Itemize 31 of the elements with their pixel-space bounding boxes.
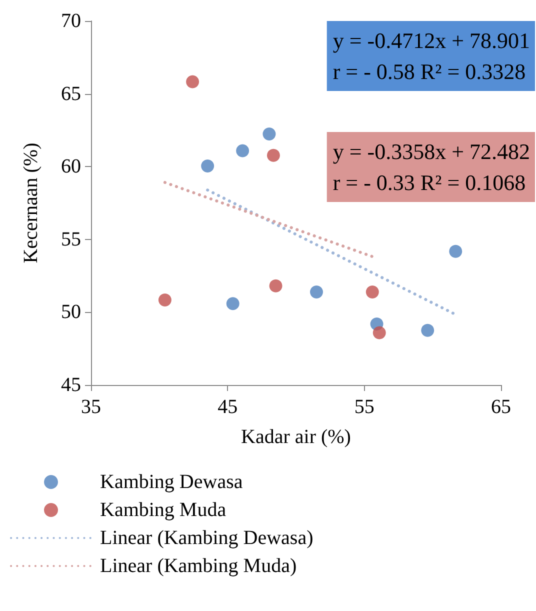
legend-label: Linear (Kambing Muda) [100,555,297,577]
point [226,297,240,310]
y-tick-label: 50 [61,301,81,324]
y-tick-label: 55 [61,228,81,250]
point [266,148,280,162]
point [186,75,200,88]
y-axis-title: Kecernaan (%) [20,142,42,264]
x-tick-label: 35 [81,396,101,418]
x-tick-label: 55 [354,396,374,418]
point [269,279,282,292]
point [236,144,250,158]
y-tick-label: 45 [61,374,81,396]
x-tick-label: 45 [218,396,238,418]
x-axis-title: Kadar air (%) [241,426,351,448]
point [366,285,379,298]
point [158,293,172,306]
x-tick-label: 65 [491,396,511,418]
point [449,244,462,258]
y-tick-label: 65 [61,82,81,105]
point [372,326,386,340]
legend-label: Kambing Muda [100,499,226,521]
annotation: y = -0.3358x + 72.482 r = - 0.33 R² = 0.1068 [332,139,530,195]
y-tick-label: 70 [61,10,81,32]
point [421,324,434,337]
annotation: y = -0.4712x + 78.901 r = - 0.58 R² = 0.3328 [332,28,530,84]
legend-label: Linear (Kambing Dewasa) [100,527,314,549]
point [262,127,276,140]
point [310,285,323,298]
legend-label: Kambing Dewasa [100,471,243,493]
y-tick-label: 60 [61,156,81,178]
point [201,160,214,173]
